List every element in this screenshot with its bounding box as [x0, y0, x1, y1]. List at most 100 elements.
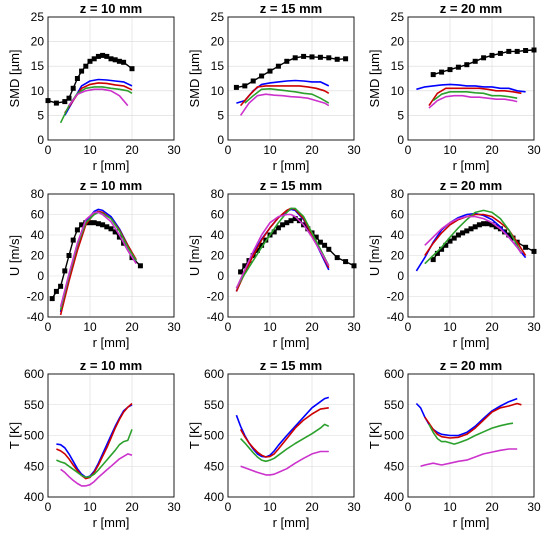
data-point: [280, 222, 286, 228]
series-line-4: [239, 93, 330, 116]
y-tick-label: 15: [211, 59, 225, 73]
x-tick-label: 0: [405, 500, 412, 514]
x-axis-label: r [mm]: [273, 515, 310, 530]
x-tick-label: 20: [485, 500, 499, 514]
data-point: [121, 59, 127, 65]
x-tick-label: 20: [125, 143, 139, 157]
data-point: [116, 234, 122, 240]
panel-smd-z20: 0 10 20 30 0 5 10 15 20 25 r [mm] SMD [µm] z = 20 mm: [367, 1, 541, 173]
data-point: [53, 100, 59, 106]
y-tick-label: 40: [31, 228, 45, 242]
series-line-3: [432, 91, 518, 102]
data-point: [343, 259, 349, 265]
y-axis-label: U [m/s]: [7, 235, 22, 276]
series-line-2: [56, 429, 133, 479]
data-point: [317, 239, 323, 245]
x-tick-label: 20: [125, 320, 139, 334]
y-tick-label: 20: [391, 35, 405, 49]
panel-smd-z10: 0 10 20 30 0 5 10 15 20 25 r [mm] SMD [µm] z = 10 mm: [7, 1, 181, 173]
data-point: [455, 64, 461, 70]
x-tick-label: 0: [225, 500, 232, 514]
data-point: [53, 288, 59, 294]
data-point: [87, 58, 93, 64]
y-axis-label: T [K]: [7, 422, 22, 449]
x-tick-label: 20: [305, 143, 319, 157]
data-point: [271, 229, 277, 235]
panel-title: z = 15 mm: [260, 1, 323, 16]
y-axis-label: SMD [µm]: [367, 49, 382, 107]
x-tick-label: 0: [45, 143, 52, 157]
y-tick-label: -20: [27, 290, 45, 304]
x-tick-label: 30: [167, 500, 181, 514]
series-line-3: [235, 207, 330, 289]
x-tick-label: 10: [263, 500, 277, 514]
data-point: [447, 238, 453, 244]
panel-title: z = 15 mm: [260, 358, 323, 373]
data-point: [430, 257, 436, 263]
x-tick-label: 30: [527, 143, 541, 157]
x-tick-label: 30: [347, 500, 361, 514]
y-axis-label: T [K]: [187, 422, 202, 449]
data-point: [242, 83, 248, 89]
data-point: [343, 56, 349, 62]
x-axis-label: r [mm]: [93, 158, 130, 173]
x-tick-label: 0: [225, 320, 232, 334]
data-point: [301, 53, 307, 59]
data-point: [66, 95, 72, 101]
data-point: [259, 242, 265, 248]
x-tick-label: 0: [405, 143, 412, 157]
data-point: [489, 52, 495, 58]
x-tick-label: 30: [167, 143, 181, 157]
y-tick-label: 80: [391, 187, 405, 201]
data-point: [322, 242, 328, 248]
y-tick-label: 25: [211, 10, 225, 24]
y-tick-label: 60: [31, 208, 45, 222]
data-point: [62, 268, 68, 274]
data-point: [58, 283, 64, 289]
x-tick-label: 10: [83, 320, 97, 334]
data-point: [87, 220, 93, 226]
data-point: [112, 229, 118, 235]
y-tick-label: 20: [31, 35, 45, 49]
y-tick-label: 5: [37, 108, 44, 122]
data-point: [472, 58, 478, 64]
y-tick-label: -40: [207, 310, 225, 324]
data-point: [238, 269, 244, 275]
y-axis-label: U [m/s]: [367, 235, 382, 276]
data-point: [313, 234, 319, 240]
data-point: [91, 56, 97, 62]
data-point: [464, 62, 470, 68]
series-line-4: [424, 215, 523, 254]
plot-area: [47, 16, 175, 141]
axes-frame: [47, 16, 175, 141]
x-axis-label: r [mm]: [273, 158, 310, 173]
data-point: [104, 224, 110, 230]
panel-title: z = 10 mm: [80, 358, 143, 373]
y-tick-label: -20: [207, 290, 225, 304]
panel-temperature-z15: 0 10 20 30 400 450 500 550 600 r [mm] T [K] z = 15 …: [187, 358, 361, 530]
x-tick-label: 20: [485, 143, 499, 157]
x-tick-label: 0: [45, 320, 52, 334]
data-point: [472, 224, 478, 230]
data-point: [233, 84, 239, 90]
series-line-4: [68, 88, 129, 107]
y-axis-label: SMD [µm]: [7, 49, 22, 107]
x-tick-label: 20: [485, 320, 499, 334]
series-line-1: [56, 402, 133, 480]
y-tick-label: 0: [37, 269, 44, 283]
y-tick-label: 25: [31, 10, 45, 24]
y-tick-label: 40: [211, 228, 225, 242]
y-tick-label: 80: [211, 187, 225, 201]
y-tick-label: 550: [384, 398, 404, 412]
series-line-2: [428, 422, 514, 445]
x-tick-label: 30: [527, 320, 541, 334]
panel-title: z = 15 mm: [260, 178, 323, 193]
y-tick-label: -40: [387, 310, 405, 324]
y-tick-label: 400: [24, 490, 44, 504]
series-line-3: [240, 450, 329, 476]
x-tick-label: 0: [45, 500, 52, 514]
series-line-3: [420, 448, 518, 468]
data-point: [112, 57, 118, 63]
x-tick-label: 20: [305, 500, 319, 514]
axes-frame: [227, 373, 355, 498]
